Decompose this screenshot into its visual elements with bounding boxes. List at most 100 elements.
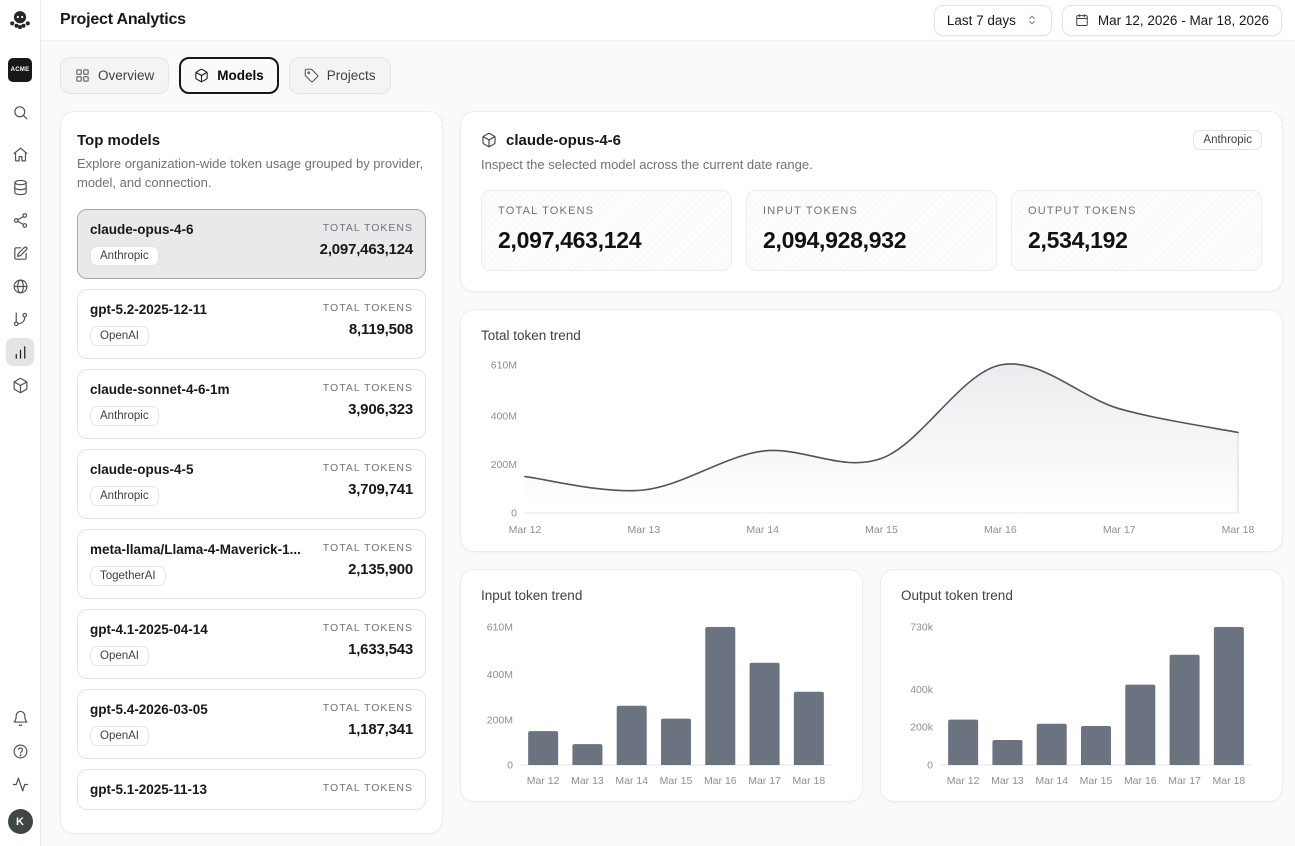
- input-token-trend-chart: 0 200M 400M 610M Mar 12 Mar 13 Mar 14 Mar 15 Mar…: [487, 622, 831, 787]
- model-name: meta-llama/Llama-4-Maverick-1...: [90, 541, 301, 557]
- chart-title: Input token trend: [481, 588, 583, 603]
- provider-badge: OpenAI: [90, 645, 149, 666]
- svg-text:610M: 610M: [491, 360, 517, 372]
- compose-icon[interactable]: [6, 239, 34, 267]
- bar-charts-row: Input token trend 0 200M 400M 610M Mar 12 Mar…: [460, 569, 1283, 802]
- connections-icon[interactable]: [6, 206, 34, 234]
- model-list-item[interactable]: claude-opus-4-5 Anthropic Total tokens 3…: [77, 448, 426, 519]
- svg-text:Mar 15: Mar 15: [1080, 775, 1113, 787]
- svg-text:730k: 730k: [910, 622, 934, 634]
- model-list-item[interactable]: claude-opus-4-6 Anthropic Total tokens 2…: [77, 208, 426, 279]
- stat-label: Output tokens: [1028, 205, 1137, 217]
- svg-text:0: 0: [511, 508, 517, 520]
- stat-value: 2,094,928,932: [763, 227, 907, 253]
- grid-icon: [75, 68, 90, 83]
- model-name: gpt-4.1-2025-04-14: [90, 621, 208, 637]
- chart-title: Total token trend: [481, 328, 581, 343]
- main-area: Project Analytics Last 7 days Mar 12, 20…: [41, 0, 1295, 846]
- model-list-item[interactable]: gpt-5.1-2025-11-13 Total tokens: [77, 768, 426, 810]
- total-tokens-value: 3,709,741: [348, 480, 413, 498]
- user-avatar[interactable]: K: [7, 809, 33, 834]
- content-area: Top models Explore organization-wide tok…: [41, 94, 1295, 846]
- model-name: claude-opus-4-5: [90, 461, 194, 477]
- total-tokens-value: 3,906,323: [348, 400, 413, 418]
- packages-icon[interactable]: [6, 371, 34, 399]
- svg-text:Mar 12: Mar 12: [509, 524, 542, 536]
- tab-models[interactable]: Models: [179, 57, 279, 94]
- tag-icon: [304, 68, 319, 83]
- activity-icon[interactable]: [6, 770, 34, 798]
- svg-text:Mar 16: Mar 16: [704, 775, 737, 787]
- svg-text:0: 0: [507, 760, 513, 772]
- total-trend-card: Total token trend 0 200M 400M 610M Mar 12 Mar…: [460, 309, 1283, 552]
- svg-text:Mar 18: Mar 18: [1213, 775, 1246, 787]
- provider-badge: Anthropic: [90, 405, 159, 426]
- home-icon[interactable]: [6, 140, 34, 168]
- model-name: gpt-5.2-2025-12-11: [90, 301, 208, 317]
- left-rail: ACME: [0, 0, 41, 846]
- tab-projects[interactable]: Projects: [288, 57, 391, 94]
- total-tokens-value: 1,187,341: [348, 720, 413, 738]
- date-range-button[interactable]: Mar 12, 2026 - Mar 18, 2026: [1061, 4, 1282, 36]
- analytics-icon[interactable]: [6, 338, 34, 366]
- total-token-trend-chart: 0 200M 400M 610M Mar 12 Mar 13 Mar 14 Mar 15 Mar…: [491, 360, 1255, 537]
- time-range-value: Last 7 days: [946, 12, 1016, 28]
- svg-text:Mar 17: Mar 17: [748, 775, 781, 787]
- input-trend-card: Input token trend 0 200M 400M 610M Mar 12 Mar…: [460, 569, 863, 802]
- globe-icon[interactable]: [6, 272, 34, 300]
- provider-badge: TogetherAI: [90, 565, 166, 586]
- total-tokens-value: 2,135,900: [348, 560, 413, 578]
- model-list-item[interactable]: gpt-5.2-2025-12-11 OpenAI Total tokens 8…: [77, 288, 426, 359]
- svg-text:Mar 17: Mar 17: [1168, 775, 1201, 787]
- chevron-up-down-icon: [1025, 13, 1039, 27]
- total-tokens-value: 8,119,508: [348, 320, 413, 338]
- svg-text:Mar 12: Mar 12: [947, 775, 980, 787]
- calendar-icon: [1075, 13, 1089, 27]
- svg-text:Mar 15: Mar 15: [660, 775, 693, 787]
- time-range-select[interactable]: Last 7 days: [933, 4, 1052, 36]
- model-list-item[interactable]: gpt-5.4-2026-03-05 OpenAI Total tokens 1…: [77, 688, 426, 759]
- output-trend-card: Output token trend 0 200k 400k 730k Mar 12 Ma…: [880, 569, 1283, 802]
- top-bar: Project Analytics Last 7 days Mar 12, 20…: [41, 0, 1295, 41]
- svg-text:Mar 17: Mar 17: [1103, 524, 1136, 536]
- notifications-icon[interactable]: [6, 704, 34, 732]
- search-icon[interactable]: [6, 98, 34, 126]
- svg-text:200M: 200M: [487, 714, 513, 726]
- model-list-item[interactable]: gpt-4.1-2025-04-14 OpenAI Total tokens 1…: [77, 608, 426, 679]
- selected-model-name: claude-opus-4-6: [506, 131, 622, 149]
- git-branch-icon[interactable]: [6, 305, 34, 333]
- svg-text:Mar 12: Mar 12: [527, 775, 560, 787]
- stat-box: Output tokens 2,534,192: [1011, 190, 1262, 271]
- stat-box: Total tokens 2,097,463,124: [481, 190, 732, 271]
- model-list-item[interactable]: meta-llama/Llama-4-Maverick-1... Togethe…: [77, 528, 426, 599]
- chart-title: Output token trend: [901, 588, 1013, 603]
- svg-text:Mar 16: Mar 16: [984, 524, 1017, 536]
- model-detail-panel: claude-opus-4-6 Anthropic Inspect the se…: [460, 111, 1283, 292]
- total-tokens-label: Total tokens: [322, 461, 413, 474]
- svg-text:Mar 16: Mar 16: [1124, 775, 1157, 787]
- tab-overview[interactable]: Overview: [60, 57, 170, 94]
- model-list-item[interactable]: claude-sonnet-4-6-1m Anthropic Total tok…: [77, 368, 426, 439]
- total-tokens-label: Total tokens: [322, 701, 413, 714]
- provider-badge: Anthropic: [90, 485, 159, 506]
- stat-row: Total tokens 2,097,463,124 Input tokens …: [481, 190, 1262, 271]
- svg-text:610M: 610M: [487, 622, 513, 634]
- stat-label: Total tokens: [498, 205, 595, 217]
- svg-text:Mar 18: Mar 18: [793, 775, 826, 787]
- total-tokens-label: Total tokens: [322, 221, 413, 234]
- database-icon[interactable]: [6, 173, 34, 201]
- svg-text:Mar 14: Mar 14: [1035, 775, 1068, 787]
- org-badge[interactable]: ACME: [8, 58, 32, 82]
- svg-text:200k: 200k: [910, 722, 934, 734]
- tab-label: Models: [217, 68, 264, 83]
- svg-text:Mar 18: Mar 18: [1222, 524, 1255, 536]
- svg-text:200M: 200M: [491, 459, 517, 471]
- total-tokens-label: Total tokens: [322, 621, 413, 634]
- svg-text:Mar 13: Mar 13: [627, 524, 660, 536]
- svg-text:400k: 400k: [910, 684, 934, 696]
- model-name: gpt-5.1-2025-11-13: [90, 781, 208, 797]
- total-tokens-label: Total tokens: [322, 381, 413, 394]
- help-icon[interactable]: [6, 737, 34, 765]
- app-logo[interactable]: [7, 8, 33, 34]
